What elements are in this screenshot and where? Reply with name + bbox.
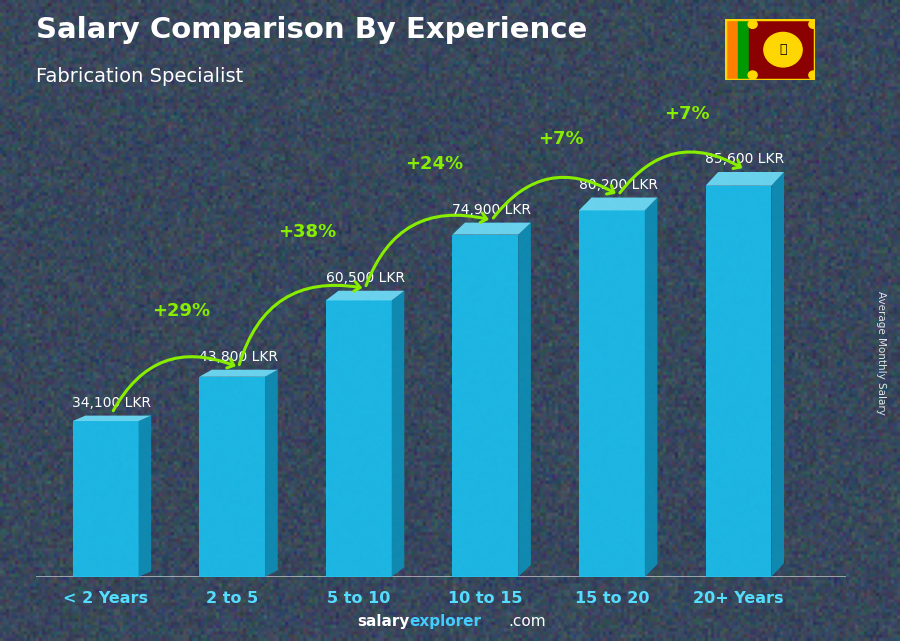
- Polygon shape: [392, 291, 404, 577]
- Text: Fabrication Specialist: Fabrication Specialist: [36, 67, 243, 87]
- Circle shape: [809, 21, 818, 28]
- Text: 34,100 LKR: 34,100 LKR: [72, 395, 151, 410]
- Polygon shape: [706, 172, 784, 186]
- Circle shape: [764, 33, 802, 67]
- Bar: [738, 19, 749, 80]
- Polygon shape: [326, 291, 404, 301]
- Polygon shape: [326, 301, 392, 577]
- Bar: [724, 19, 738, 80]
- Polygon shape: [706, 186, 771, 577]
- Text: +7%: +7%: [538, 130, 583, 148]
- Circle shape: [748, 71, 757, 79]
- Polygon shape: [579, 197, 657, 210]
- Text: 🦁: 🦁: [779, 43, 787, 56]
- Circle shape: [809, 71, 818, 79]
- Text: Salary Comparison By Experience: Salary Comparison By Experience: [36, 16, 587, 44]
- Text: salary: salary: [357, 615, 410, 629]
- Text: +38%: +38%: [278, 223, 337, 242]
- Circle shape: [748, 21, 757, 28]
- Polygon shape: [453, 235, 518, 577]
- Text: 60,500 LKR: 60,500 LKR: [326, 271, 405, 285]
- Polygon shape: [644, 197, 657, 577]
- Text: .com: .com: [508, 615, 546, 629]
- Polygon shape: [518, 222, 531, 577]
- Polygon shape: [199, 377, 266, 577]
- Bar: [749, 19, 814, 80]
- Text: 80,200 LKR: 80,200 LKR: [579, 178, 658, 192]
- Text: +24%: +24%: [405, 155, 464, 173]
- Text: Average Monthly Salary: Average Monthly Salary: [877, 290, 886, 415]
- Polygon shape: [73, 421, 139, 577]
- Polygon shape: [139, 415, 151, 577]
- Polygon shape: [771, 172, 784, 577]
- Polygon shape: [453, 222, 531, 235]
- Text: 85,600 LKR: 85,600 LKR: [706, 152, 784, 166]
- Polygon shape: [73, 415, 151, 421]
- Text: +7%: +7%: [664, 104, 710, 122]
- Text: +29%: +29%: [152, 303, 210, 320]
- Text: explorer: explorer: [410, 615, 482, 629]
- Polygon shape: [199, 370, 278, 377]
- Text: 74,900 LKR: 74,900 LKR: [452, 203, 531, 217]
- Polygon shape: [579, 210, 644, 577]
- Polygon shape: [266, 370, 278, 577]
- Text: 43,800 LKR: 43,800 LKR: [199, 350, 278, 364]
